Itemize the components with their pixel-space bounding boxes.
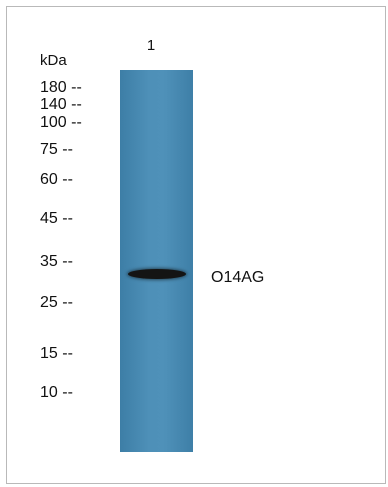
marker-label-25: 25 -- bbox=[40, 294, 73, 311]
protein-band bbox=[128, 269, 186, 279]
marker-label-180: 180 -- bbox=[40, 79, 82, 96]
band-label: O14AG bbox=[211, 269, 265, 286]
unit-label: kDa bbox=[40, 52, 67, 69]
blot-lane bbox=[120, 70, 193, 452]
marker-label-140: 140 -- bbox=[40, 96, 82, 113]
marker-label-10: 10 -- bbox=[40, 384, 73, 401]
marker-label-15: 15 -- bbox=[40, 345, 73, 362]
lane-number-label: 1 bbox=[146, 37, 156, 54]
marker-label-100: 100 -- bbox=[40, 114, 82, 131]
marker-label-60: 60 -- bbox=[40, 171, 73, 188]
marker-label-45: 45 -- bbox=[40, 210, 73, 227]
marker-label-75: 75 -- bbox=[40, 141, 73, 158]
blot-figure-frame bbox=[6, 6, 386, 484]
marker-label-35: 35 -- bbox=[40, 253, 73, 270]
